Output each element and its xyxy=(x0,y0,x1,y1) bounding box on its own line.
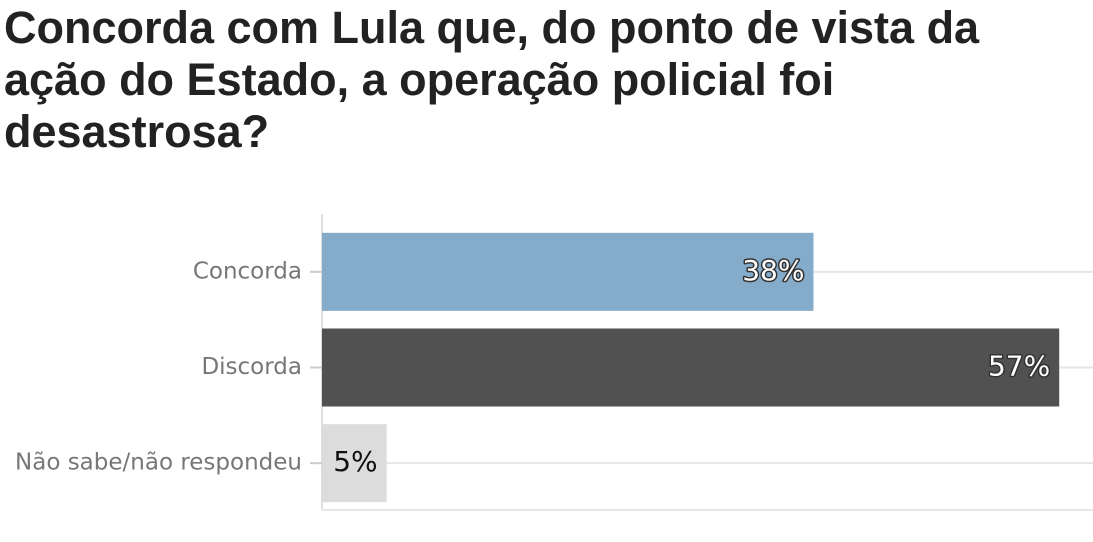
value-label: 38% xyxy=(742,254,804,287)
y-tick-label: Discorda xyxy=(201,354,302,380)
bar xyxy=(322,328,1060,407)
bar xyxy=(322,232,814,311)
y-tick-label: Não sabe/não respondeu xyxy=(15,450,302,476)
y-tick-label: Concorda xyxy=(193,258,302,284)
chart-title: Concorda com Lula que, do ponto de vista… xyxy=(4,2,980,157)
bar xyxy=(322,424,387,503)
value-label: 57% xyxy=(988,350,1050,383)
value-label: 5% xyxy=(333,445,377,478)
